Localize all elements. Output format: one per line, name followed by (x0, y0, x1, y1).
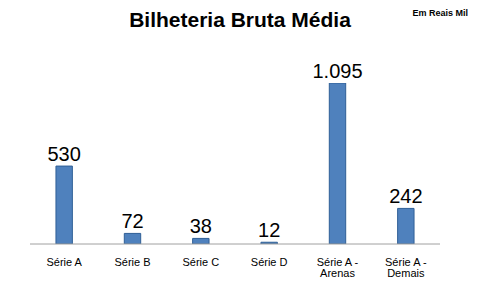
svg-text:12: 12 (258, 219, 280, 241)
svg-text:38: 38 (190, 215, 212, 237)
svg-text:Série B: Série B (114, 256, 150, 268)
svg-text:Série A -Demais: Série A -Demais (385, 256, 427, 279)
svg-text:242: 242 (389, 185, 422, 207)
svg-text:530: 530 (47, 143, 80, 165)
svg-text:1.095: 1.095 (312, 60, 362, 82)
svg-text:72: 72 (121, 210, 143, 232)
svg-text:Série C: Série C (182, 256, 219, 268)
html-text:Em Reais Mil: Em Reais Mil (412, 8, 468, 18)
svg-text:Série D: Série D (251, 256, 288, 268)
svg-text:Série A: Série A (46, 256, 82, 268)
html-text:Bilheteria Bruta Média: Bilheteria Bruta Média (129, 8, 351, 31)
svg-text:Série A -Arenas: Série A -Arenas (317, 256, 359, 279)
